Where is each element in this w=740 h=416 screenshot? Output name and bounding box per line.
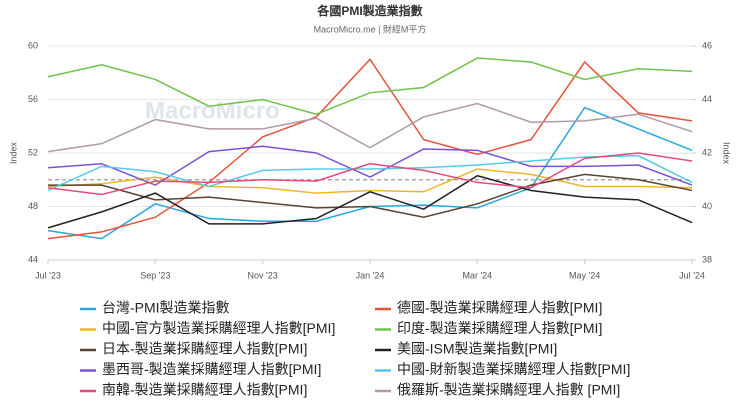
x-tick-label: Jan '24 bbox=[356, 270, 385, 280]
y2-tick-label: 38 bbox=[702, 254, 712, 264]
x-tick-label: May '24 bbox=[569, 270, 600, 280]
y2-tick-label: 44 bbox=[702, 94, 712, 104]
legend-label: 中國-財新製造業採購經理人指數[PMI] bbox=[397, 361, 630, 377]
watermark: MacroMicro bbox=[145, 97, 280, 124]
x-tick-label: Sep '23 bbox=[140, 270, 170, 280]
y-tick-label: 60 bbox=[28, 40, 38, 50]
y-tick-label: 48 bbox=[28, 201, 38, 211]
series-line bbox=[47, 152, 693, 196]
legend-label: 俄羅斯-製造業採購經理人指數 [PMI] bbox=[397, 382, 620, 398]
y-axis-label: Index bbox=[8, 141, 18, 164]
legend-label: 德國-製造業採購經理人指數[PMI] bbox=[397, 300, 602, 316]
y2-tick-label: 42 bbox=[702, 147, 712, 157]
y2-axis-label: Index bbox=[722, 142, 732, 165]
y-tick-label: 52 bbox=[28, 147, 38, 157]
series-line bbox=[47, 145, 693, 186]
series-line bbox=[48, 173, 693, 218]
x-tick-label: Jul '23 bbox=[35, 270, 61, 280]
legend-label: 日本-製造業採購經理人指數[PMI] bbox=[102, 341, 307, 357]
x-tick-label: Nov '23 bbox=[248, 270, 278, 280]
series-line bbox=[47, 57, 693, 116]
legend-label: 南韓-製造業採購經理人指數[PMI] bbox=[102, 382, 307, 398]
legend-label: 台灣-PMI製造業指數 bbox=[102, 300, 230, 316]
chart-subtitle: MacroMicro.me | 財經M平方 bbox=[314, 23, 427, 34]
y-tick-label: 44 bbox=[28, 254, 38, 264]
series-line bbox=[47, 174, 693, 229]
y2-tick-label: 46 bbox=[702, 40, 712, 50]
y2-tick-label: 40 bbox=[702, 201, 712, 211]
series-line bbox=[47, 154, 693, 192]
x-tick-label: Jul '24 bbox=[679, 270, 705, 280]
series-line bbox=[47, 102, 693, 153]
series-line bbox=[47, 106, 693, 240]
legend-label: 墨西哥-製造業採購經理人指數[PMI] bbox=[102, 361, 321, 377]
legend-label: 印度-製造業採購經理人指數[PMI] bbox=[397, 320, 602, 336]
y-tick-label: 56 bbox=[28, 94, 38, 104]
chart-title: 各國PMI製造業指數 bbox=[316, 3, 422, 18]
series-line bbox=[47, 58, 693, 240]
x-tick-label: Mar '24 bbox=[462, 270, 492, 280]
series-line bbox=[47, 168, 693, 194]
legend-label: 中國-官方製造業採購經理人指數[PMI] bbox=[102, 320, 335, 336]
legend-label: 美國-ISM製造業指數[PMI] bbox=[397, 341, 557, 357]
